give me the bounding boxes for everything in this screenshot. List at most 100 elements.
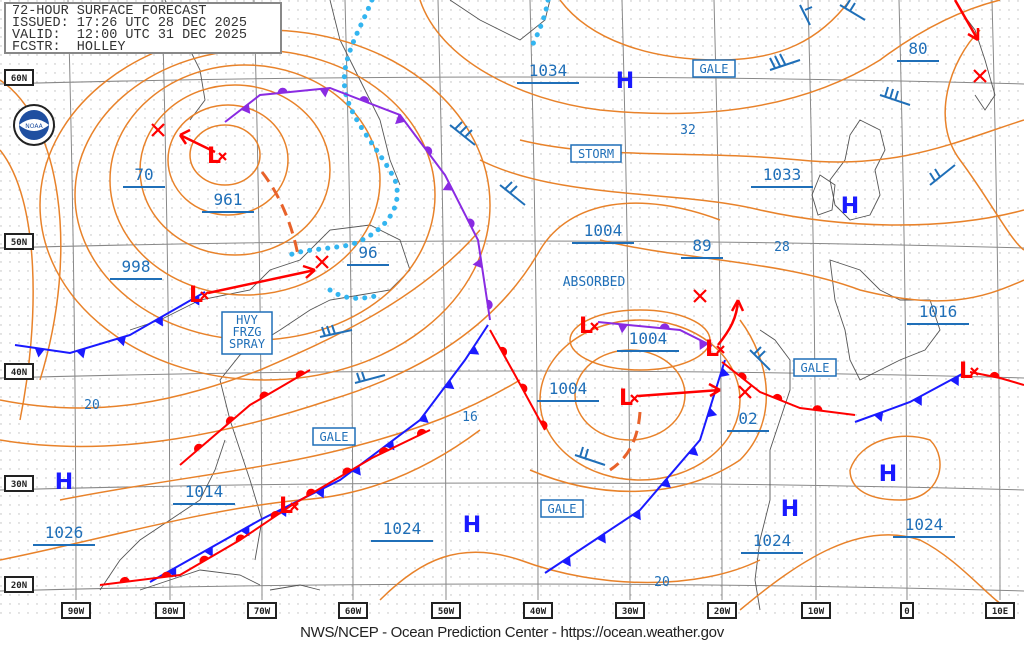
isobar-label: 32: [680, 123, 696, 138]
front-triangle: [444, 379, 455, 390]
lon-label: 80W: [162, 607, 179, 617]
front-semicircle: [416, 428, 427, 437]
warning-label: GALE: [700, 62, 729, 76]
lon-label: 10W: [808, 607, 825, 617]
low-center-x-icon: [630, 394, 639, 403]
warm-front: [969, 371, 1024, 386]
isobar-label: 20: [84, 398, 100, 413]
lat-label-box: [4, 363, 34, 380]
x-marker-icon: [315, 255, 329, 269]
pressure-label: 80: [908, 39, 927, 58]
low-center-x-icon: [590, 322, 599, 331]
pressure-label: 1004: [629, 329, 668, 348]
low-pressure-symbol: L: [279, 494, 293, 519]
high-pressure-symbol: H: [781, 497, 799, 522]
front-triangle: [351, 465, 361, 476]
front-semicircle: [270, 511, 280, 519]
front-semicircle: [520, 383, 528, 394]
storm-track-arrows: [178, 0, 980, 398]
lat-label: 20N: [11, 581, 27, 591]
high-pressure-symbol: H: [879, 462, 897, 487]
cold-front: [14, 291, 206, 355]
warning-box: [793, 358, 837, 377]
front-semicircle: [359, 96, 370, 103]
front-triangle: [395, 114, 406, 125]
cold-front: [854, 373, 963, 423]
front-semicircle: [486, 299, 493, 310]
pressure-label: 1004: [584, 221, 623, 240]
low-pressure-symbol: L: [705, 337, 719, 362]
lat-label-box: [4, 475, 34, 492]
lat-label-box: [4, 233, 34, 250]
lon-label: 20W: [714, 607, 731, 617]
warning-box: [312, 427, 356, 446]
isobar-label: 28: [774, 240, 790, 255]
ice-edge: [287, 0, 551, 301]
lon-label-box: [523, 602, 553, 619]
high-pressure-symbol: H: [841, 194, 859, 219]
lon-label: 70W: [254, 607, 271, 617]
front-triangle: [204, 546, 213, 557]
pressure-label: 1004: [549, 379, 588, 398]
lon-label-box: [431, 602, 461, 619]
lon-label: 50W: [438, 607, 455, 617]
front-semicircle: [467, 218, 475, 228]
front-triangle: [688, 446, 699, 456]
front-triangle: [631, 509, 641, 521]
front-semicircle: [259, 391, 269, 400]
front-triangle: [315, 487, 325, 499]
front-triangle: [660, 478, 671, 488]
warning-box: [570, 144, 622, 163]
front-semicircle: [277, 87, 288, 94]
isobar-label: 16: [462, 410, 478, 425]
lon-label: 30W: [622, 607, 639, 617]
lon-label: 40W: [530, 607, 547, 617]
forecast-header: 72-HOUR SURFACE FORECAST ISSUED: 17:26 U…: [4, 2, 282, 54]
pressure-label: 1024: [753, 531, 792, 550]
cold-front: [544, 359, 726, 574]
front-semicircle: [499, 346, 508, 357]
lat-label: 40N: [11, 368, 27, 378]
pressure-label: 02: [738, 409, 757, 428]
absorbed-label: ABSORBED: [563, 275, 626, 290]
front-semicircle: [161, 571, 172, 578]
high-pressure-symbol: H: [55, 470, 73, 495]
x-marker-icon: [693, 289, 707, 303]
front-triangle: [699, 339, 709, 350]
pressure-label: 96: [358, 243, 377, 262]
front-triangle: [913, 395, 922, 406]
front-semicircle: [119, 576, 130, 583]
front-triangle: [116, 336, 126, 347]
front-triangle: [561, 556, 571, 567]
lon-label-box: [338, 602, 368, 619]
front-semicircle: [306, 488, 316, 497]
pressure-label: 998: [122, 257, 151, 276]
low-pressure-symbol: L: [959, 359, 973, 384]
noaa-logo-text: NOAA: [25, 123, 43, 130]
front-triangle: [154, 316, 163, 327]
front-triangle: [719, 367, 730, 378]
low-position-markers: [151, 69, 987, 511]
low-pressure-symbol: L: [207, 144, 221, 169]
lat-label: 30N: [11, 480, 27, 490]
warning-label: GALE: [548, 502, 577, 516]
lat-label-box: [4, 69, 34, 86]
low-center-x-icon: [200, 291, 209, 300]
front-triangle: [950, 375, 959, 386]
lon-label-box: [247, 602, 277, 619]
warm-front: [179, 369, 311, 466]
front-semicircle: [737, 372, 747, 381]
front-semicircle: [235, 534, 245, 543]
front-triangle: [873, 411, 884, 422]
front-triangle: [240, 526, 250, 537]
fronts: [14, 86, 1024, 586]
lat-label: 50N: [11, 238, 27, 248]
front-triangle: [596, 533, 606, 544]
front-triangle: [442, 181, 453, 191]
map-background: [0, 0, 1024, 620]
x-marker-icon: [151, 123, 165, 137]
pressure-label: 961: [214, 190, 243, 209]
front-triangle: [469, 345, 480, 355]
front-triangle: [418, 413, 429, 423]
